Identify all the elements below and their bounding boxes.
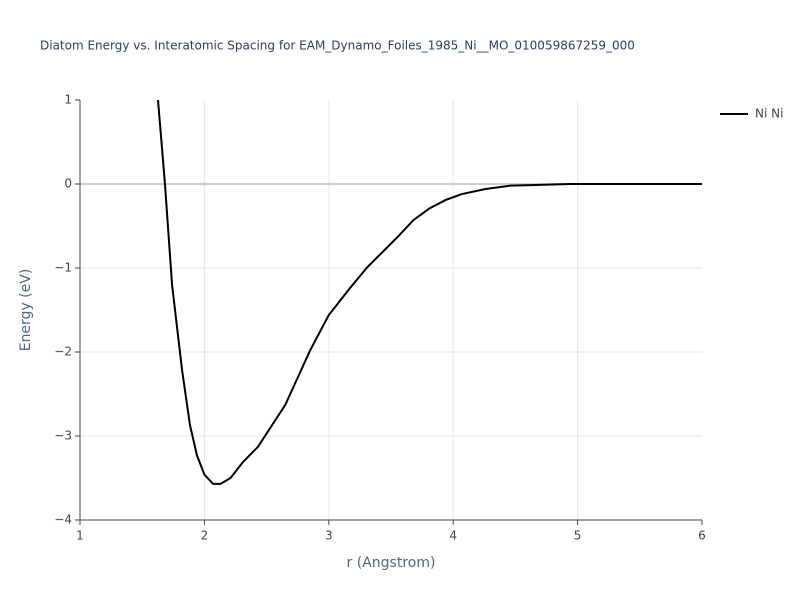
- legend-label: Ni Ni: [755, 107, 783, 121]
- y-tick-label: −2: [54, 345, 72, 359]
- x-tick-label: 1: [76, 529, 84, 543]
- data-line: [157, 100, 702, 485]
- x-tick-label: 4: [449, 529, 457, 543]
- axes: 1 2 3 4 5 6 −4 −3 −2 −1 0 1: [54, 93, 706, 543]
- x-tick-label: 3: [325, 529, 333, 543]
- y-axis-title: Energy (eV): [18, 269, 34, 352]
- legend: Ni Ni: [720, 107, 783, 121]
- x-tick-label: 6: [698, 529, 706, 543]
- x-axis-title: r (Angstrom): [347, 555, 436, 571]
- grid: [80, 100, 702, 520]
- y-tick-label: −3: [54, 429, 72, 443]
- x-tick-label: 5: [574, 529, 582, 543]
- y-tick-label: −4: [54, 513, 72, 527]
- plot-area: [157, 100, 702, 485]
- chart-title: Diatom Energy vs. Interatomic Spacing fo…: [40, 39, 635, 53]
- y-tick-label: 0: [64, 177, 72, 191]
- y-tick-label: 1: [64, 93, 72, 107]
- x-tick-label: 2: [201, 529, 209, 543]
- y-tick-label: −1: [54, 261, 72, 275]
